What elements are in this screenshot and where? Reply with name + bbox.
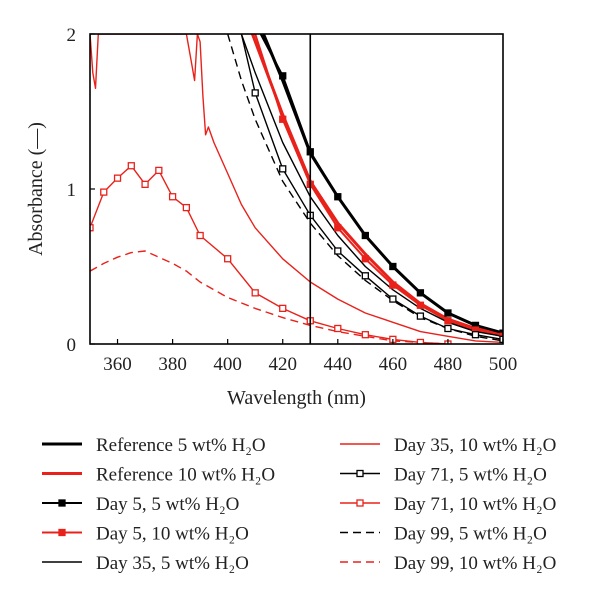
series-line-day-5-10-wt-h-o (254, 34, 503, 338)
data-point (251, 289, 259, 297)
data-point (334, 324, 342, 333)
legend-item: Day 99, 10 wt% H₂O (340, 553, 556, 574)
data-point (334, 224, 342, 232)
data-point (334, 247, 342, 255)
x-tick-label: 460 (379, 354, 408, 375)
legend-item: Reference 10 wt% H₂O (42, 465, 275, 486)
data-point (416, 338, 425, 344)
data-point (279, 304, 287, 313)
legend-label: Day 71, 10 wt% H₂O (394, 494, 556, 515)
y-tick-label: 0 (67, 335, 77, 356)
data-point (361, 272, 369, 280)
legend-item: Day 71, 10 wt% H₂O (340, 494, 556, 515)
data-point (113, 174, 122, 182)
data-point (444, 317, 452, 325)
data-point (389, 262, 397, 271)
data-point (389, 295, 397, 303)
legend-item: Day 5, 10 wt% H₂O (42, 524, 249, 545)
x-tick-label: 380 (158, 354, 187, 375)
legend-item: Day 5, 5 wt% H₂O (42, 494, 239, 515)
y-tick-label: 2 (67, 25, 77, 46)
data-point (361, 231, 369, 240)
data-point (444, 324, 452, 333)
data-point (499, 343, 503, 344)
data-point (279, 72, 287, 80)
legend-label: Day 5, 5 wt% H₂O (96, 494, 239, 515)
x-tick-label: 400 (213, 354, 242, 375)
x-tick-label: 420 (268, 354, 297, 375)
legend-marker (356, 499, 364, 507)
legend-label: Reference 10 wt% H₂O (96, 465, 275, 486)
data-point (444, 309, 452, 317)
legend-item: Reference 5 wt% H₂O (42, 435, 266, 456)
data-point (196, 231, 204, 240)
legend-item: Day 99, 5 wt% H₂O (340, 524, 547, 545)
series-line-reference-10-wt-h-o (250, 34, 503, 337)
series-line-day-35-5-wt-h-o (240, 34, 503, 337)
x-tick-label: 500 (489, 354, 518, 375)
plot-frame (89, 33, 504, 345)
data-point (416, 301, 425, 309)
legend-item: Day 35, 10 wt% H₂O (340, 435, 556, 456)
series-line-day-35-10-wt-h-o (90, 34, 503, 344)
data-point (251, 89, 259, 97)
data-point (416, 289, 425, 297)
legend-label: Day 35, 10 wt% H₂O (394, 435, 556, 456)
x-axis-title: Wavelength (nm) (227, 387, 366, 409)
data-point (90, 224, 94, 232)
data-point (127, 162, 135, 170)
legend-item: Day 35, 5 wt% H₂O (42, 553, 249, 574)
legend-item: Day 71, 5 wt% H₂O (340, 465, 547, 486)
data-point (279, 115, 287, 123)
legend-label: Day 35, 5 wt% H₂O (96, 553, 249, 574)
data-point (141, 180, 149, 189)
data-point (100, 188, 108, 196)
y-axis-title: Absorbance (—) (25, 122, 47, 256)
legend-label: Day 99, 5 wt% H₂O (394, 524, 547, 545)
legend-label: Reference 5 wt% H₂O (96, 435, 266, 456)
data-point (155, 166, 163, 175)
legend-label: Day 71, 5 wt% H₂O (394, 465, 547, 486)
data-point (361, 255, 369, 263)
data-point (279, 165, 287, 173)
legend-label: Day 5, 10 wt% H₂O (96, 524, 249, 545)
y-tick-label: 1 (67, 180, 77, 201)
data-point (182, 203, 191, 212)
data-point (334, 193, 342, 201)
series-line-day-71-5-wt-h-o (240, 34, 503, 341)
data-point (361, 331, 369, 339)
axis-ticks: 360 380 400 420 440 460 480 500 0 1 2 (67, 25, 518, 375)
series-line-day-99-5-wt-h-o (227, 34, 503, 342)
legend-marker (58, 499, 66, 507)
data-point (389, 281, 397, 289)
legend: Reference 5 wt% H₂O Day 35, 10 wt% H₂O Ref… (42, 435, 556, 574)
data-point (224, 255, 232, 263)
series-line-day-5-5-wt-h-o (259, 34, 503, 335)
x-tick-label: 360 (103, 354, 132, 375)
x-tick-label: 480 (434, 354, 463, 375)
legend-label: Day 99, 10 wt% H₂O (394, 553, 556, 574)
series-line-day-99-10-wt-h-o (90, 250, 460, 344)
legend-marker (58, 528, 66, 537)
data-point (168, 193, 177, 201)
data-point (471, 343, 480, 344)
data-point (471, 331, 480, 339)
x-tick-label: 440 (324, 354, 353, 375)
data-point (416, 312, 425, 320)
marker-layer (90, 72, 503, 344)
data-point (499, 335, 503, 344)
legend-marker (356, 469, 364, 478)
series-line-reference-5-wt-h-o (262, 34, 503, 335)
series-layer (90, 34, 503, 344)
